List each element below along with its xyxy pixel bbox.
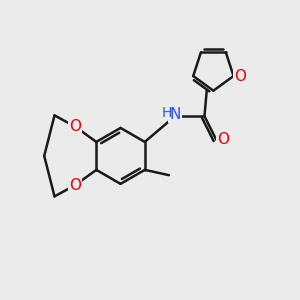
Text: O: O [69, 119, 81, 134]
Text: O: O [218, 132, 230, 147]
Text: O: O [69, 178, 81, 193]
Text: O: O [234, 68, 246, 83]
Text: N: N [169, 107, 181, 122]
Text: H: H [162, 106, 172, 120]
